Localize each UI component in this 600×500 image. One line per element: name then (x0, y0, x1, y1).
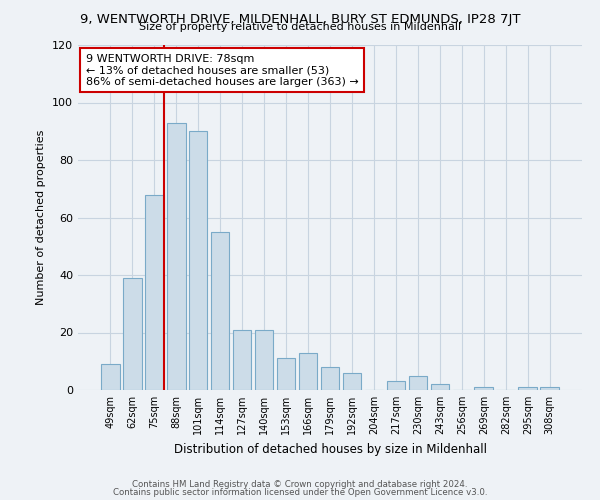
Bar (255, 330, 274, 390)
Text: Contains HM Land Registry data © Crown copyright and database right 2024.: Contains HM Land Registry data © Crown c… (132, 480, 468, 489)
Bar (123, 278, 142, 390)
Bar (299, 352, 317, 390)
Bar (409, 376, 427, 390)
Text: 9 WENTWORTH DRIVE: 78sqm
← 13% of detached houses are smaller (53)
86% of semi-d: 9 WENTWORTH DRIVE: 78sqm ← 13% of detach… (86, 54, 358, 87)
Bar (431, 384, 449, 390)
Bar (101, 364, 119, 390)
X-axis label: Distribution of detached houses by size in Mildenhall: Distribution of detached houses by size … (173, 442, 487, 456)
Bar (518, 387, 537, 390)
Bar (541, 387, 559, 390)
Bar (211, 232, 229, 390)
Bar (475, 387, 493, 390)
Y-axis label: Number of detached properties: Number of detached properties (37, 130, 46, 305)
Bar (277, 358, 295, 390)
Bar (233, 330, 251, 390)
Text: Size of property relative to detached houses in Mildenhall: Size of property relative to detached ho… (139, 22, 461, 32)
Bar (320, 367, 340, 390)
Text: 9, WENTWORTH DRIVE, MILDENHALL, BURY ST EDMUNDS, IP28 7JT: 9, WENTWORTH DRIVE, MILDENHALL, BURY ST … (80, 12, 520, 26)
Bar (386, 382, 405, 390)
Bar (189, 131, 208, 390)
Bar (167, 122, 185, 390)
Bar (343, 373, 361, 390)
Text: Contains public sector information licensed under the Open Government Licence v3: Contains public sector information licen… (113, 488, 487, 497)
Bar (145, 194, 164, 390)
